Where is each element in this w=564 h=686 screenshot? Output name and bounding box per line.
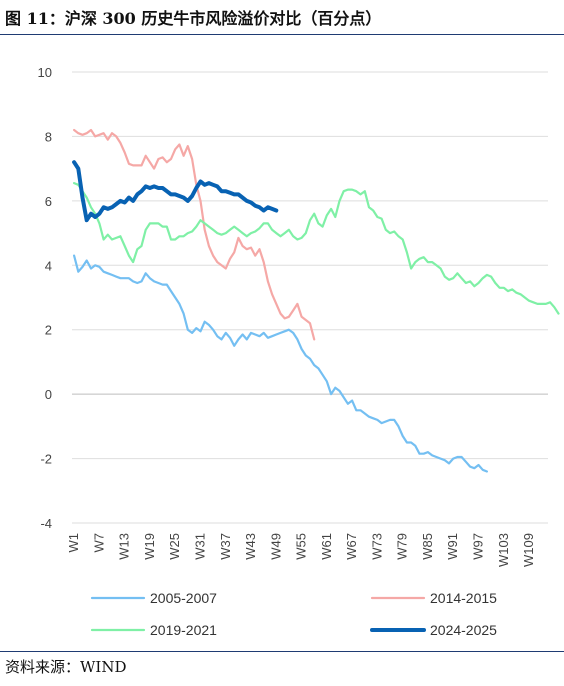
x-tick-label: W7 bbox=[91, 533, 106, 553]
x-tick-label: W79 bbox=[395, 533, 410, 560]
series-line-2005-2007 bbox=[72, 254, 488, 473]
x-tick-label: W73 bbox=[369, 533, 384, 560]
y-tick-label: -4 bbox=[40, 516, 52, 531]
x-tick-label: W37 bbox=[218, 533, 233, 560]
series-line-2014-2015 bbox=[72, 128, 316, 341]
title-rule bbox=[0, 34, 564, 35]
x-tick-label: W43 bbox=[243, 533, 258, 560]
y-tick-label: 8 bbox=[45, 129, 52, 144]
legend-label-2019-2021: 2019-2021 bbox=[150, 622, 217, 638]
legend-label-2014-2015: 2014-2015 bbox=[430, 590, 497, 606]
y-tick-label: 0 bbox=[45, 387, 52, 402]
x-tick-label: W91 bbox=[445, 533, 460, 560]
y-tick-label: 4 bbox=[45, 258, 52, 273]
y-tick-label: 10 bbox=[38, 65, 52, 80]
footer-rule bbox=[0, 651, 564, 652]
series-line-2019-2021 bbox=[72, 182, 560, 315]
chart-title: 图 11：沪深 300 历史牛市风险溢价对比（百分点） bbox=[5, 9, 382, 28]
y-tick-label: 2 bbox=[45, 323, 52, 338]
x-tick-label: W31 bbox=[192, 533, 207, 560]
x-tick-label: W85 bbox=[420, 533, 435, 560]
legend-label-2005-2007: 2005-2007 bbox=[150, 590, 217, 606]
x-tick-label: W61 bbox=[319, 533, 334, 560]
x-tick-label: W67 bbox=[344, 533, 359, 560]
x-tick-label: W55 bbox=[294, 533, 309, 560]
x-tick-label: W1 bbox=[66, 533, 81, 553]
legend-label-2024-2025: 2024-2025 bbox=[430, 622, 497, 638]
source-note: 资料来源：WIND bbox=[5, 658, 127, 676]
line-chart: -4 -2 0 2 4 6 8 10 W1 W7 W13 W19 W25 W31 W37 W43 W49 W55… bbox=[38, 65, 560, 638]
x-tick-label: W49 bbox=[268, 533, 283, 560]
x-tick-label: W103 bbox=[496, 533, 511, 567]
x-tick-label: W25 bbox=[167, 533, 182, 560]
x-tick-label: W13 bbox=[117, 533, 132, 560]
y-tick-label: 6 bbox=[45, 194, 52, 209]
x-axis-ticks: W1 W7 W13 W19 W25 W31 W37 W43 W49 W55 W61 W67 W73 W79… bbox=[66, 533, 536, 567]
series-line-2024-2025 bbox=[72, 160, 279, 223]
series-lines bbox=[72, 128, 560, 473]
y-axis-ticks: -4 -2 0 2 4 6 8 10 bbox=[38, 65, 52, 531]
x-tick-label: W109 bbox=[521, 533, 536, 567]
legend: 2005-2007 2014-2015 2019-2021 2024-2025 bbox=[90, 590, 497, 638]
y-tick-label: -2 bbox=[40, 452, 52, 467]
x-tick-label: W97 bbox=[470, 533, 485, 560]
x-tick-label: W19 bbox=[142, 533, 157, 560]
grid-lines bbox=[72, 71, 548, 524]
